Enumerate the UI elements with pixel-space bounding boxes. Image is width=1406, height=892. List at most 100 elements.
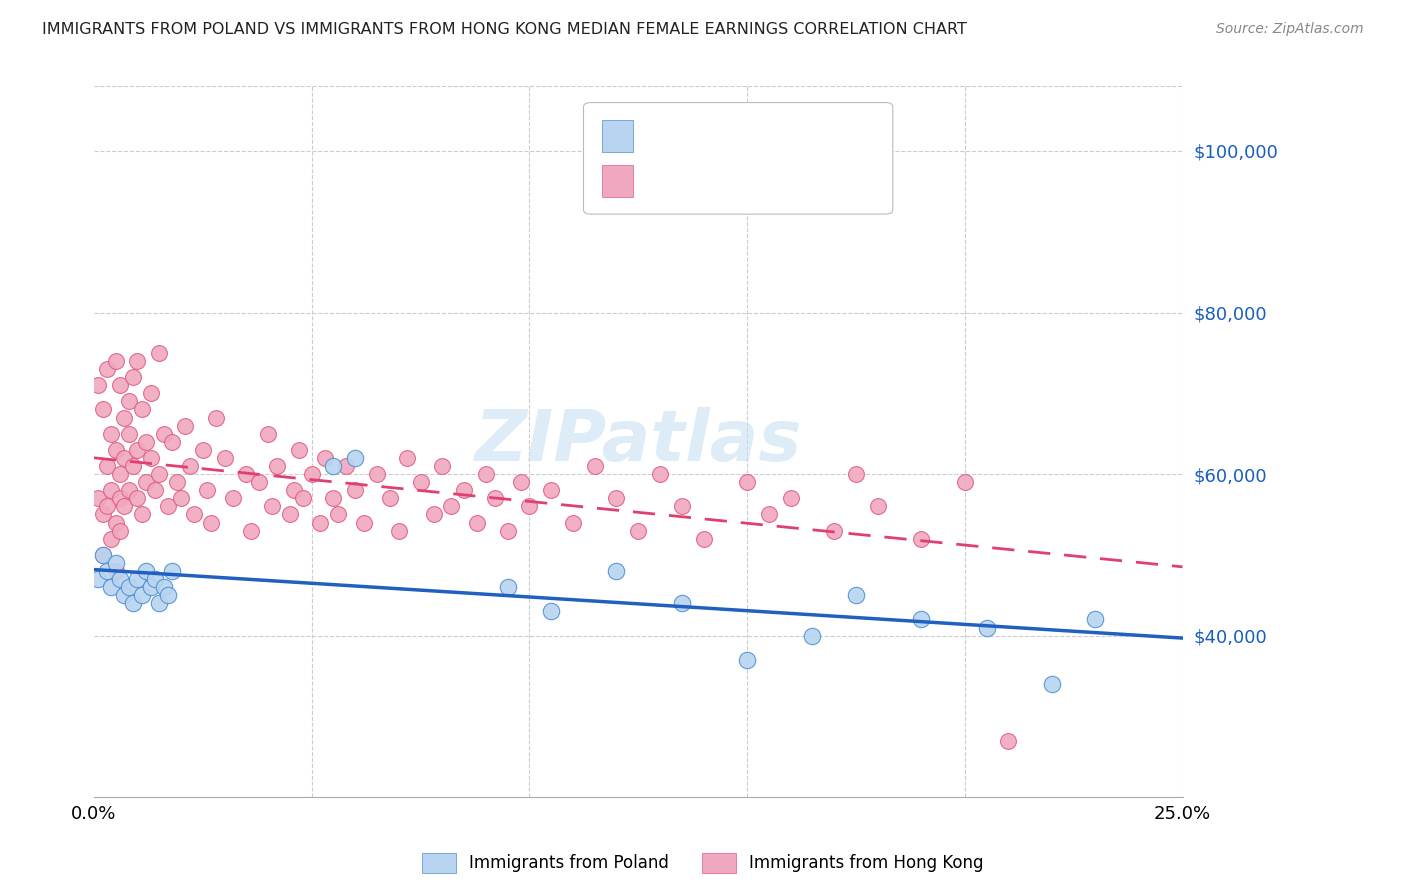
Point <box>127 442 149 457</box>
Point <box>108 467 131 481</box>
Point <box>127 491 149 506</box>
Point <box>475 467 498 481</box>
Point <box>561 516 583 530</box>
Point <box>910 532 932 546</box>
Text: R =: R = <box>640 172 676 190</box>
Point <box>422 508 444 522</box>
Point <box>174 418 197 433</box>
Point <box>139 450 162 465</box>
Point <box>156 500 179 514</box>
Point <box>291 491 314 506</box>
Point <box>87 572 110 586</box>
Point <box>997 733 1019 747</box>
Point <box>108 572 131 586</box>
Text: 31: 31 <box>799 127 821 145</box>
Point <box>118 580 141 594</box>
Point <box>432 458 454 473</box>
Point <box>148 346 170 360</box>
Text: ZIPatlas: ZIPatlas <box>475 408 801 476</box>
Point <box>127 354 149 368</box>
Point <box>166 475 188 490</box>
Point <box>605 491 627 506</box>
Point <box>104 564 127 578</box>
Point <box>326 508 349 522</box>
Point <box>152 580 174 594</box>
Text: N=: N= <box>762 127 793 145</box>
Point <box>214 450 236 465</box>
Point <box>396 450 419 465</box>
Point <box>301 467 323 481</box>
Point <box>205 410 228 425</box>
Point <box>91 402 114 417</box>
Point <box>247 475 270 490</box>
Point <box>388 524 411 538</box>
Point <box>278 508 301 522</box>
Point <box>496 524 519 538</box>
Point <box>1084 612 1107 626</box>
Point <box>262 500 284 514</box>
Point <box>378 491 401 506</box>
Point <box>131 508 153 522</box>
Point <box>112 588 135 602</box>
Point <box>976 621 998 635</box>
Point <box>148 467 170 481</box>
Text: 0.036: 0.036 <box>686 172 738 190</box>
Point <box>170 491 193 506</box>
Point <box>845 467 868 481</box>
Point <box>104 442 127 457</box>
Text: R =: R = <box>640 127 676 145</box>
Point <box>104 516 127 530</box>
Point <box>314 450 336 465</box>
Point <box>465 516 488 530</box>
Point <box>823 524 845 538</box>
Point <box>866 500 889 514</box>
Point <box>509 475 531 490</box>
Point <box>322 458 344 473</box>
Point <box>344 450 367 465</box>
Point <box>127 572 149 586</box>
Point <box>122 458 145 473</box>
Point <box>222 491 245 506</box>
Point <box>309 516 332 530</box>
Point <box>801 629 824 643</box>
Point <box>195 483 218 498</box>
Point <box>108 378 131 392</box>
Point <box>112 450 135 465</box>
Text: IMMIGRANTS FROM POLAND VS IMMIGRANTS FROM HONG KONG MEDIAN FEMALE EARNINGS CORRE: IMMIGRANTS FROM POLAND VS IMMIGRANTS FRO… <box>42 22 967 37</box>
Point <box>845 588 868 602</box>
Point <box>100 580 122 594</box>
Point <box>540 483 562 498</box>
Point <box>139 580 162 594</box>
Point <box>131 588 153 602</box>
Point <box>484 491 506 506</box>
Text: 103: 103 <box>799 172 834 190</box>
Point <box>118 394 141 409</box>
Point <box>139 386 162 401</box>
Point <box>353 516 375 530</box>
Point <box>162 434 184 449</box>
Point <box>131 402 153 417</box>
Text: Source: ZipAtlas.com: Source: ZipAtlas.com <box>1216 22 1364 37</box>
Point <box>96 362 118 376</box>
Point <box>118 426 141 441</box>
Point <box>135 434 157 449</box>
Text: N=: N= <box>762 172 793 190</box>
Point <box>122 596 145 610</box>
Point <box>335 458 357 473</box>
Point <box>91 548 114 562</box>
Point <box>135 564 157 578</box>
Point <box>605 564 627 578</box>
Point <box>108 491 131 506</box>
Point <box>409 475 432 490</box>
Point <box>104 556 127 570</box>
Point <box>239 524 262 538</box>
Point <box>692 532 714 546</box>
Point <box>671 596 693 610</box>
Point <box>1040 677 1063 691</box>
Point <box>112 410 135 425</box>
Point <box>200 516 222 530</box>
Point <box>183 508 205 522</box>
Point <box>148 596 170 610</box>
Point <box>118 483 141 498</box>
Point <box>496 580 519 594</box>
